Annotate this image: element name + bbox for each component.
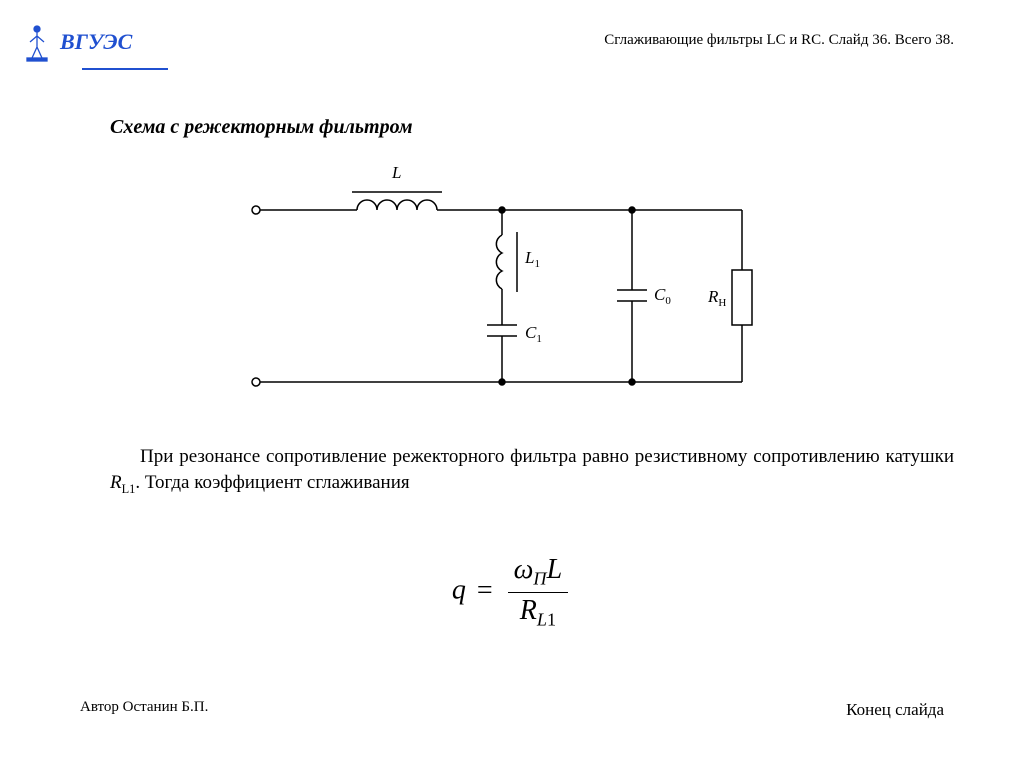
logo-emblem [22, 22, 52, 62]
header-topic: Сглаживающие фильтры LC и RC. [604, 32, 825, 48]
circuit-diagram: L L1 C1 C0 RН [242, 160, 772, 400]
body-part-a: При резонансе сопротивление режекторного… [140, 446, 954, 467]
footer-author: Автор Останин Б.П. [80, 699, 208, 716]
formula: q = ωПL RL1 [0, 554, 1024, 630]
section-title: Схема с режекторным фильтром [110, 116, 413, 139]
formula-fraction: ωПL RL1 [508, 554, 569, 630]
formula-q: q [452, 575, 466, 606]
label-RH: RН [707, 287, 726, 309]
logo-underline [82, 68, 168, 70]
logo-text: ВГУЭС [60, 29, 132, 55]
header-slide: Слайд 36. Всего 38. [829, 32, 954, 48]
header-info: Сглаживающие фильтры LC и RC. Слайд 36. … [604, 32, 954, 49]
body-paragraph: При резонансе сопротивление режекторного… [110, 444, 954, 497]
footer-end: Конец слайда [846, 700, 944, 720]
body-part-b: . Тогда коэффициент сглаживания [135, 472, 409, 493]
label-L1: L1 [524, 248, 540, 270]
logo: ВГУЭС [22, 22, 132, 62]
formula-eq: = [477, 575, 493, 606]
label-L: L [391, 163, 401, 182]
body-RL: RL1 [110, 472, 135, 493]
label-C0: C0 [654, 285, 671, 307]
label-C1: C1 [525, 323, 542, 345]
